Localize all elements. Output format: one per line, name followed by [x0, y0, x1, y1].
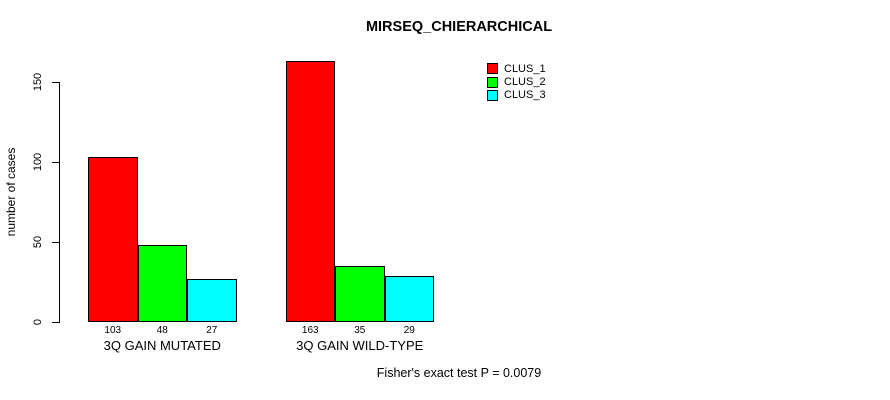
y-axis-tick	[52, 242, 59, 243]
x-category-label: 3Q GAIN WILD-TYPE	[296, 338, 424, 353]
legend-label: CLUS_3	[504, 89, 546, 102]
y-axis-tick	[52, 82, 59, 83]
bar-value-label: 35	[354, 325, 366, 336]
y-tick-label: 0	[32, 318, 44, 326]
legend-swatch-clus_1	[487, 63, 498, 75]
bar-value-label: 48	[156, 325, 168, 336]
y-tick-label: 50	[32, 235, 44, 249]
y-axis-tick	[52, 322, 59, 323]
y-tick-label: 150	[32, 72, 44, 92]
y-axis-line	[59, 82, 60, 323]
y-axis-label: number of cases	[4, 147, 18, 237]
bar-value-label: 29	[403, 325, 415, 336]
bar-value-label: 103	[104, 325, 122, 336]
bar-clus_3-2	[384, 275, 434, 322]
y-tick-label: 100	[32, 152, 44, 172]
bar-clus_2-1	[137, 245, 187, 322]
y-axis-tick	[52, 162, 59, 163]
x-category-label: 3Q GAIN MUTATED	[103, 338, 221, 353]
bar-clus_2-2	[335, 266, 385, 322]
bar-clus_1-2	[285, 61, 335, 322]
legend-swatch-clus_3	[487, 89, 498, 101]
annotation-text: Fisher's exact test P = 0.0079	[376, 366, 542, 380]
bar-value-label: 163	[301, 325, 319, 336]
legend-label: CLUS_2	[504, 76, 546, 89]
legend-swatch-clus_2	[487, 76, 498, 88]
bar-value-label: 27	[206, 325, 218, 336]
legend-item: CLUS_3	[487, 89, 546, 102]
legend-item: CLUS_1	[487, 62, 546, 75]
legend-label: CLUS_1	[504, 62, 546, 75]
bar-clus_3-1	[187, 278, 237, 322]
bar-clus_1-1	[88, 157, 138, 322]
legend-item: CLUS_2	[487, 75, 546, 88]
chart-title: MIRSEQ_CHIERARCHICAL	[365, 19, 553, 35]
legend: CLUS_1 CLUS_2 CLUS_3	[487, 62, 546, 102]
